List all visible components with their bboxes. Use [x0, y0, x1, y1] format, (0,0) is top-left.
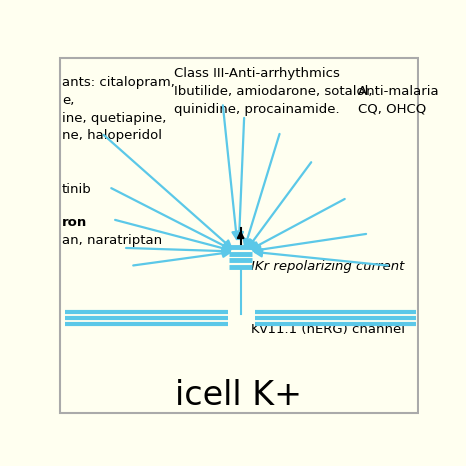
Text: Kv11.1 (hERG) channel: Kv11.1 (hERG) channel: [252, 323, 405, 336]
Text: ine, quetiapine,: ine, quetiapine,: [62, 111, 166, 124]
Text: IKr repolarizing current: IKr repolarizing current: [252, 260, 405, 274]
Text: tinib: tinib: [62, 183, 92, 196]
Text: icell K+: icell K+: [175, 378, 302, 411]
Text: ants: citalopram,: ants: citalopram,: [62, 75, 175, 89]
Text: CQ, OHCQ: CQ, OHCQ: [358, 103, 426, 116]
Text: an, naratriptan: an, naratriptan: [62, 233, 162, 247]
Text: ron: ron: [62, 216, 87, 229]
Text: quinidine, procainamide.: quinidine, procainamide.: [174, 103, 339, 116]
Text: ne, haloperidol: ne, haloperidol: [62, 130, 162, 143]
Text: Class III-Anti-arrhythmics: Class III-Anti-arrhythmics: [174, 67, 340, 80]
Text: Ibutilide, amiodarone, sotalol,: Ibutilide, amiodarone, sotalol,: [174, 85, 372, 97]
FancyBboxPatch shape: [60, 58, 418, 413]
Text: e,: e,: [62, 94, 74, 107]
Text: Anti-malaria: Anti-malaria: [358, 85, 439, 97]
